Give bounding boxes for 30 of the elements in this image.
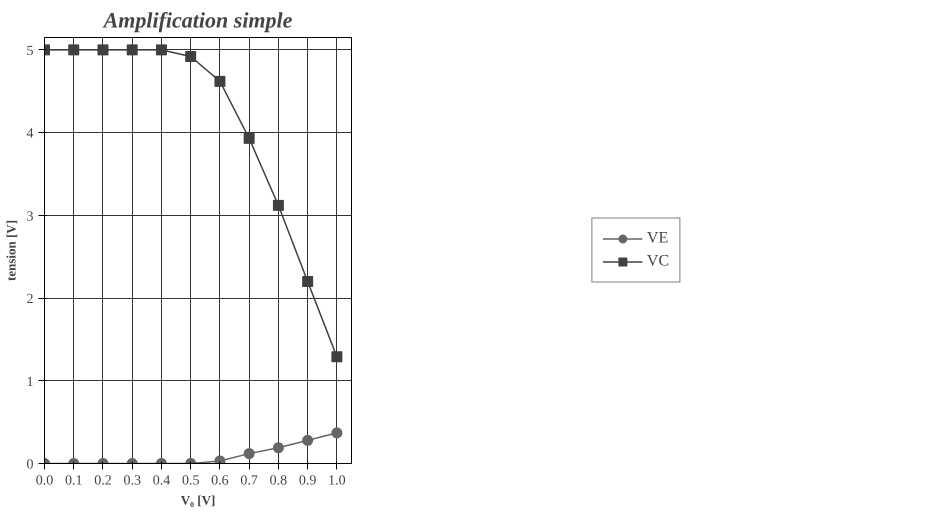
x-tick-label: 0.7 [240,474,258,488]
x-tick-label: 0.9 [298,474,316,488]
x-tick-label: 0.2 [94,474,112,488]
point [97,44,108,56]
y-tick-label: 2 [26,292,34,308]
x-tick-label: 0.8 [270,474,288,488]
point [272,200,284,211]
x-tick-label: 0.0 [36,474,54,488]
point [214,76,226,87]
point [68,44,80,56]
x-axis-title: V₀ [V] [180,492,216,508]
legend-label: VC [646,252,670,270]
y-tick-label: 4 [26,126,34,142]
y-tick-label: 3 [26,209,34,224]
legend-label: VE [646,230,668,248]
x-tick-label: 0.1 [64,474,82,488]
y-tick-label: 5 [26,44,34,59]
y-axis-title: tension [V] [4,220,18,282]
chart-title: Amplification simple [102,8,293,32]
y-tick-label: 0 [26,458,34,472]
x-tick-label: 0.4 [152,474,170,488]
point [126,44,138,56]
point [185,51,196,62]
x-tick-label: 0.6 [211,474,229,488]
y-tick-label: 1 [26,374,34,390]
x-tick-label: 0.3 [123,474,141,488]
point [156,44,167,56]
x-tick-label: 1.0 [328,474,346,488]
point [244,132,255,144]
x-tick-label: 0.5 [182,474,200,488]
